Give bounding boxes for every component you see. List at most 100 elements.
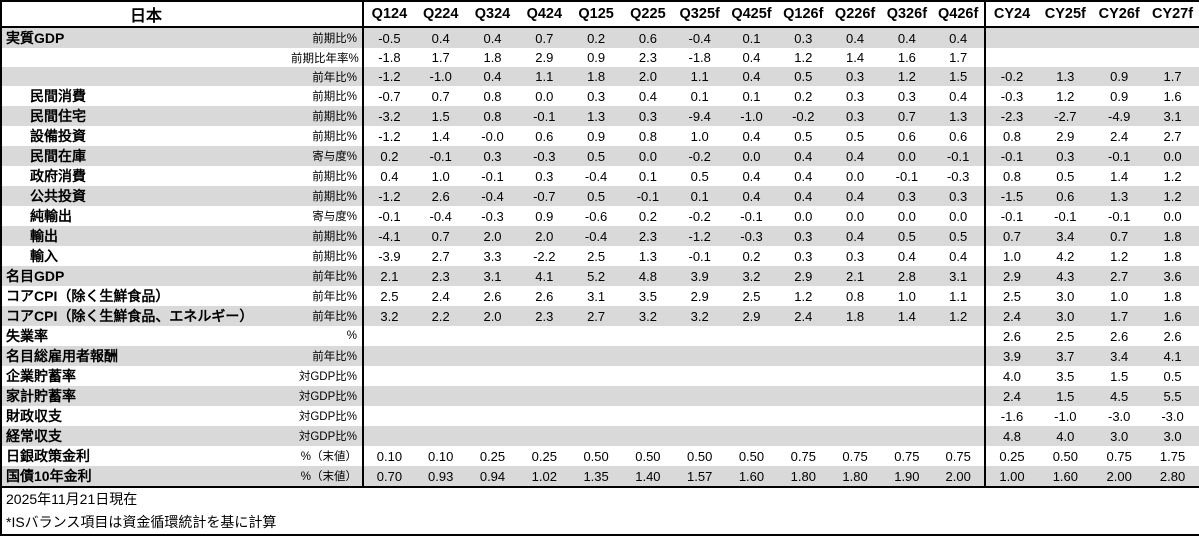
value-cell: 0.1 [638, 168, 657, 184]
value-cell: 1.4 [431, 128, 450, 144]
table-row: 財政収支 対GDP比% -1.6 -1.0 -3.0 -3.0 [1, 406, 1199, 427]
row-unit: 対GDP比% [298, 431, 358, 444]
value-cell: -1.8 [688, 50, 711, 66]
value-cell [415, 346, 467, 366]
value-cell: 0.5 [846, 128, 865, 144]
value-cell: -0.4 [584, 168, 608, 184]
table-row: 企業貯蓄率 対GDP比% 4.0 3.5 1.5 0.5 [1, 366, 1199, 387]
value-cell: 2.8 [897, 268, 916, 284]
value-cell: 0.3 [846, 248, 865, 264]
value-cell [933, 346, 985, 366]
value-cell: 0.3 [535, 168, 554, 184]
value-cell: -2.2 [533, 248, 556, 264]
value-cell: 2.6 [1163, 328, 1182, 344]
value-cell [674, 346, 726, 366]
value-cell [674, 366, 726, 386]
table-header: 日本 Q124 Q224 Q324 Q424 Q125 Q225 Q325f Q425f Q12… [1, 1, 1199, 28]
value-cell [1146, 48, 1199, 67]
table-row: 民間住宅 前期比% -3.2 1.5 0.8 -0.1 1.3 0.3 -9.4 -1.0 -0.2… [1, 106, 1199, 127]
value-cell: 2.3 [638, 228, 657, 244]
value-cell: 3.2 [690, 308, 709, 324]
value-cell [362, 346, 415, 367]
value-cell [777, 326, 829, 346]
table-row: 公共投資 前期比% -1.2 2.6 -0.4 -0.7 0.5 -0.1 0.1 0.4 0.4 0… [1, 186, 1199, 207]
value-cell: 0.5 [1163, 368, 1182, 384]
value-cell: 0.4 [794, 148, 813, 164]
value-cell [829, 326, 881, 346]
value-cell: 0.9 [1110, 69, 1129, 85]
table-row: 民間在庫 寄与度% 0.2 -0.1 0.3 -0.3 0.5 0.0 -0.2 0.0 0.4 0.… [1, 146, 1199, 167]
value-cell: 1.2 [949, 308, 968, 324]
value-cell: 1.40 [635, 468, 661, 484]
value-cell: -0.1 [688, 248, 711, 264]
value-cell: 2.9 [794, 268, 813, 284]
value-cell [881, 406, 933, 426]
value-cell: 1.57 [687, 468, 713, 484]
value-cell: 0.0 [638, 148, 657, 164]
value-cell [467, 326, 519, 346]
value-cell: 1.5 [431, 108, 450, 124]
value-cell: 1.0 [983, 246, 1039, 267]
value-cell: -0.3 [983, 86, 1039, 107]
value-cell: 5.5 [1163, 388, 1182, 404]
value-cell: -3.2 [362, 106, 415, 127]
value-cell: 0.3 [846, 69, 865, 85]
value-cell: 0.94 [479, 468, 506, 484]
value-cell: -0.1 [429, 148, 452, 164]
value-cell: -1.2 [362, 126, 415, 147]
row-label: 家計貯蓄率 [6, 388, 76, 405]
value-cell [777, 426, 829, 446]
value-cell: 0.3 [794, 248, 813, 264]
value-cell: 0.0 [949, 208, 968, 224]
value-cell: -0.4 [688, 30, 711, 46]
value-cell [674, 426, 726, 446]
value-cell: 2.6 [431, 188, 450, 204]
table-row: 民間消費 前期比% -0.7 0.7 0.8 0.0 0.3 0.4 0.1 0.1 0.2 0.3 0… [1, 86, 1199, 107]
value-cell: -1.5 [983, 186, 1039, 207]
row-label: 輸出 [30, 228, 58, 245]
quarter-column-header: Q124 [362, 1, 415, 28]
value-cell: 0.7 [535, 30, 554, 46]
value-cell: 1.7 [1110, 308, 1129, 324]
value-cell: 1.35 [583, 468, 609, 484]
value-cell: 2.9 [742, 308, 761, 324]
value-cell: -0.4 [429, 208, 452, 224]
value-cell: 1.6 [1163, 88, 1182, 104]
quarter-column-header: Q126f [777, 1, 830, 28]
value-cell: 1.2 [1110, 248, 1129, 264]
value-cell [777, 366, 829, 386]
as-of-date: 2025年11月21日現在 [6, 491, 138, 508]
value-cell: 0.3 [1056, 148, 1075, 164]
value-cell: 1.75 [1159, 448, 1186, 464]
value-cell: -0.1 [636, 188, 660, 204]
value-cell: -0.2 [688, 148, 711, 164]
value-cell: 4.8 [638, 268, 657, 284]
value-cell [415, 326, 467, 346]
value-cell: -0.2 [983, 67, 1039, 87]
table-row: 設備投資 前期比% -1.2 1.4 -0.0 0.6 0.9 0.8 1.0 0.4 0.5 0.5… [1, 126, 1199, 147]
value-cell [518, 366, 570, 386]
value-cell: 1.3 [587, 108, 606, 124]
value-cell: -0.1 [481, 168, 504, 184]
value-cell: 0.8 [983, 126, 1039, 147]
value-cell: 0.8 [638, 128, 657, 144]
value-cell: 0.75 [894, 448, 920, 464]
value-cell: 3.6 [1163, 268, 1182, 284]
value-cell [622, 366, 674, 386]
row-unit: 前年比% [312, 351, 358, 364]
value-cell: -0.0 [481, 128, 504, 144]
value-cell: 0.5 [1056, 168, 1075, 184]
value-cell: 0.3 [949, 188, 968, 204]
row-label: コアCPI（除く生鮮食品、エネルギー） [6, 308, 254, 325]
value-cell: 1.1 [535, 69, 554, 85]
value-cell: 0.4 [794, 168, 813, 184]
value-cell [570, 346, 622, 366]
value-cell [881, 326, 933, 346]
value-cell: 4.8 [983, 426, 1039, 447]
quarter-column-header: Q426f [932, 1, 985, 28]
value-cell: 0.4 [742, 69, 761, 85]
value-cell: -4.9 [1107, 108, 1131, 124]
year-column-header: CY27f [1146, 1, 1199, 28]
value-cell: -0.1 [946, 148, 970, 164]
value-cell: 1.8 [483, 50, 502, 66]
